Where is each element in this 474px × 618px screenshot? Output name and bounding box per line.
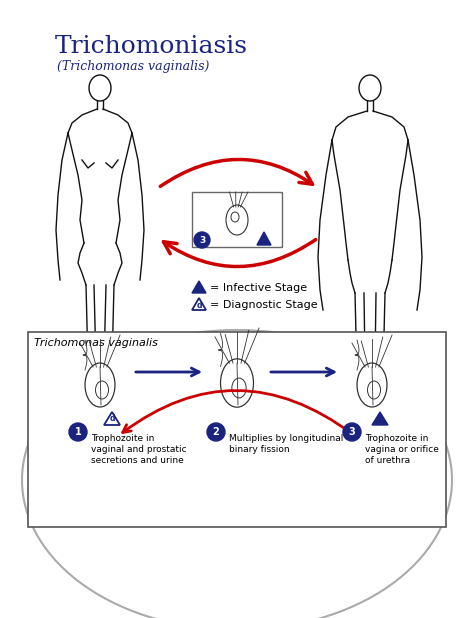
FancyArrowPatch shape	[271, 368, 334, 376]
FancyArrowPatch shape	[123, 391, 353, 434]
Text: (Trichomonas vaginalis): (Trichomonas vaginalis)	[57, 60, 210, 73]
Text: d: d	[109, 414, 115, 423]
Text: 2: 2	[213, 427, 219, 437]
Text: Multiplies by longitudinal
binary fission: Multiplies by longitudinal binary fissio…	[229, 434, 343, 454]
FancyBboxPatch shape	[192, 192, 282, 247]
Text: Trichomonas vaginalis: Trichomonas vaginalis	[34, 338, 158, 348]
Text: 3: 3	[199, 235, 205, 245]
Polygon shape	[192, 281, 206, 293]
Circle shape	[69, 423, 87, 441]
FancyBboxPatch shape	[28, 332, 446, 527]
Text: 1: 1	[74, 427, 82, 437]
FancyArrowPatch shape	[136, 368, 199, 376]
Circle shape	[343, 423, 361, 441]
Circle shape	[194, 232, 210, 248]
Text: Trophozoite in
vaginal and prostatic
secretions and urine: Trophozoite in vaginal and prostatic sec…	[91, 434, 187, 465]
Text: Trichomoniasis: Trichomoniasis	[55, 35, 248, 58]
FancyArrowPatch shape	[164, 240, 316, 266]
Circle shape	[207, 423, 225, 441]
Text: 3: 3	[348, 427, 356, 437]
Polygon shape	[372, 412, 388, 425]
Text: = Infective Stage: = Infective Stage	[210, 283, 307, 293]
Polygon shape	[257, 232, 271, 245]
Text: d: d	[196, 300, 202, 310]
Text: Trophozoite in
vagina or orifice
of urethra: Trophozoite in vagina or orifice of uret…	[365, 434, 439, 465]
Text: = Diagnostic Stage: = Diagnostic Stage	[210, 300, 318, 310]
FancyArrowPatch shape	[160, 159, 312, 187]
